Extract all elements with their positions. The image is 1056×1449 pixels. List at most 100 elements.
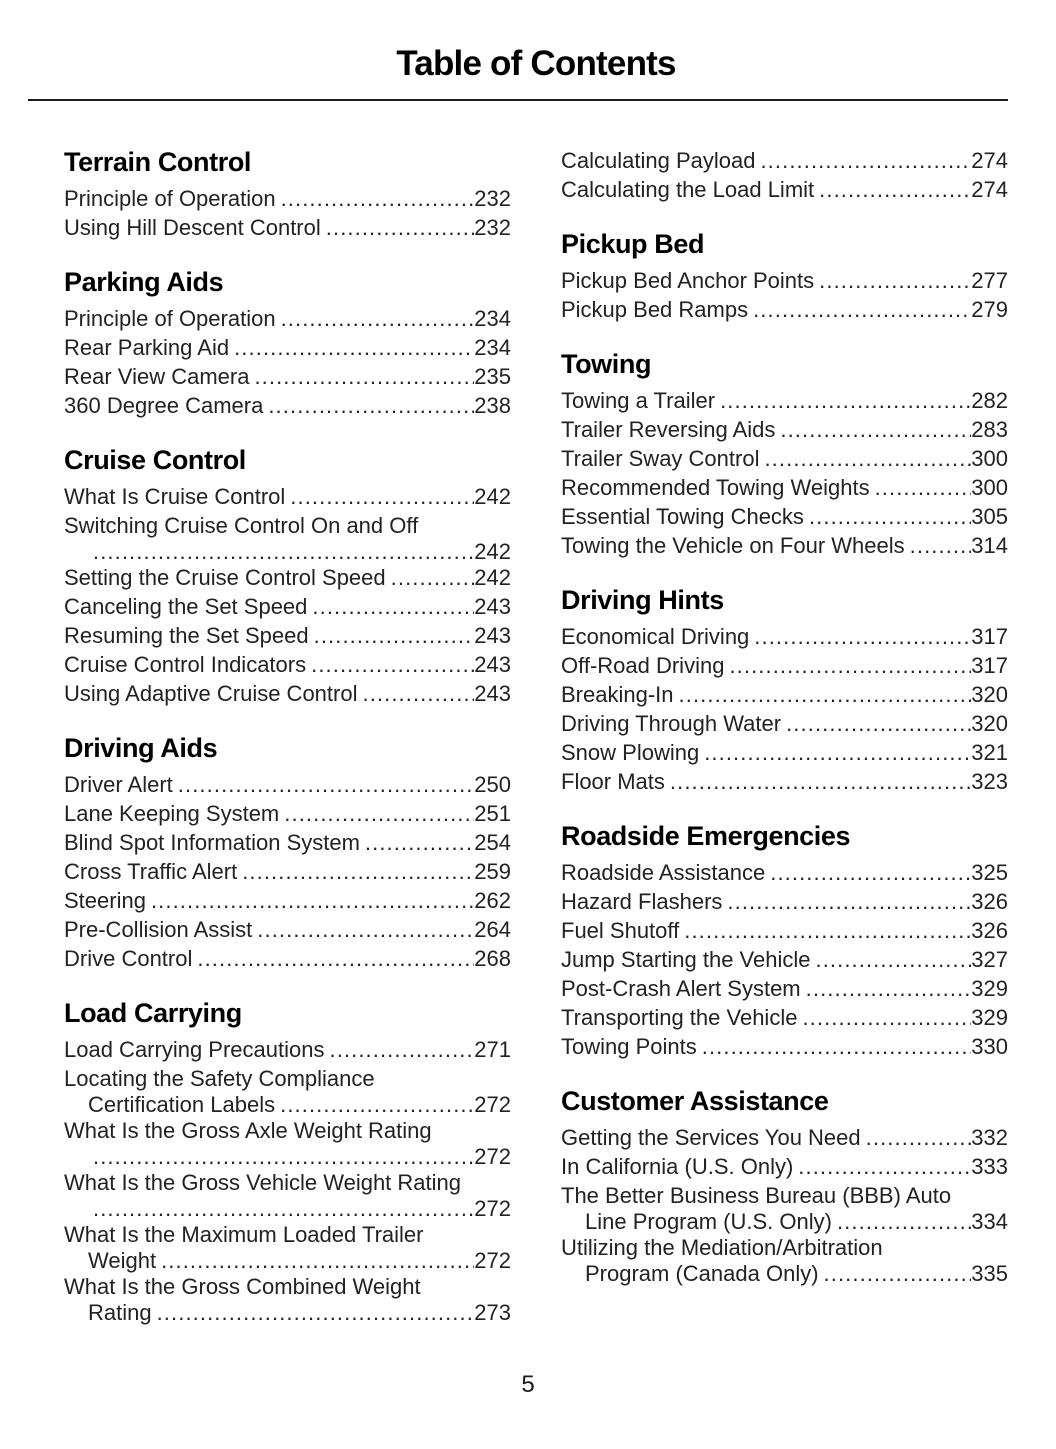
toc-entry-label: Principle of Operation bbox=[64, 306, 276, 331]
toc-entry-page-number: 272 bbox=[474, 1144, 511, 1169]
toc-entry: Rear View Camera 235 bbox=[64, 362, 511, 391]
toc-entry: Pre-Collision Assist 264 bbox=[64, 915, 511, 944]
toc-entry-row: Using Hill Descent Control 232 bbox=[64, 213, 511, 242]
toc-entry-label: Hazard Flashers bbox=[561, 889, 723, 914]
toc-entry-page-number: 332 bbox=[971, 1125, 1008, 1150]
section-title: Customer Assistance bbox=[561, 1086, 829, 1116]
toc-entry-row: Steering 262 bbox=[64, 886, 511, 915]
toc-entry-page-number: 277 bbox=[971, 268, 1008, 293]
dot-leader-decoration bbox=[875, 473, 972, 502]
page-header: Table of Contents bbox=[28, 44, 1008, 101]
toc-entry-page-number: 329 bbox=[971, 976, 1008, 1001]
dot-leader-decoration bbox=[819, 266, 971, 295]
toc-entry: Snow Plowing 321 bbox=[561, 738, 1008, 767]
toc-entry-label: What Is the Gross Vehicle Weight Rating bbox=[64, 1170, 461, 1195]
toc-entry-label: Cruise Control Indicators bbox=[64, 652, 307, 677]
toc-entry-row: Weight 272 bbox=[64, 1249, 511, 1272]
toc-entry-label: Setting the Cruise Control Speed bbox=[64, 565, 386, 590]
toc-entry-row: Rear Parking Aid 234 bbox=[64, 333, 511, 362]
toc-entry-page-number: 300 bbox=[971, 475, 1008, 500]
toc-entry-row: Cruise Control Indicators 243 bbox=[64, 650, 511, 679]
toc-entry-label: 360 Degree Camera bbox=[64, 393, 264, 418]
toc-entry-page-number: 238 bbox=[474, 393, 511, 418]
toc-entry-label: Canceling the Set Speed bbox=[64, 594, 308, 619]
dot-leader-decoration bbox=[729, 651, 971, 680]
toc-entry-row: Roadside Assistance 325 bbox=[561, 858, 1008, 887]
dot-leader-decoration bbox=[704, 738, 971, 767]
toc-entry: Cruise Control Indicators 243 bbox=[64, 650, 511, 679]
toc-entry-label: Program (Canada Only) bbox=[585, 1261, 819, 1286]
toc-entry-label: Floor Mats bbox=[561, 769, 665, 794]
dot-leader-decoration bbox=[362, 679, 474, 708]
toc-entry-page-number: 320 bbox=[971, 682, 1008, 707]
toc-entry-label: What Is the Gross Axle Weight Rating bbox=[64, 1118, 432, 1143]
toc-entry-label: Switching Cruise Control On and Off bbox=[64, 513, 419, 538]
toc-entry-page-number: 271 bbox=[474, 1037, 511, 1062]
toc-entry-row: Rating 273 bbox=[64, 1301, 511, 1324]
toc-entry-row: Rear View Camera 235 bbox=[64, 362, 511, 391]
toc-entry-label: Fuel Shutoff bbox=[561, 918, 680, 943]
toc-entry-page-number: 232 bbox=[474, 215, 511, 240]
toc-entry-page-number: 272 bbox=[474, 1092, 511, 1117]
toc-entry-row: Principle of Operation 232 bbox=[64, 184, 511, 213]
toc-entry: Lane Keeping System 251 bbox=[64, 799, 511, 828]
toc-entry-page-number: 326 bbox=[971, 918, 1008, 943]
toc-entry-page-number: 268 bbox=[474, 946, 511, 971]
dot-leader-decoration bbox=[365, 828, 474, 857]
toc-entry-page-number: 333 bbox=[971, 1154, 1008, 1179]
toc-entry-label: Rear Parking Aid bbox=[64, 335, 230, 360]
dot-leader-decoration bbox=[151, 886, 474, 915]
toc-entry-label: Recommended Towing Weights bbox=[561, 475, 870, 500]
toc-entry-page-number: 314 bbox=[971, 533, 1008, 558]
dot-leader-decoration bbox=[670, 767, 971, 796]
toc-entry-page-number: 234 bbox=[474, 335, 511, 360]
dot-leader-decoration bbox=[910, 531, 972, 560]
toc-entry-row: Pre-Collision Assist 264 bbox=[64, 915, 511, 944]
toc-entry-label: Using Hill Descent Control bbox=[64, 215, 321, 240]
dot-leader-decoration bbox=[242, 857, 474, 886]
toc-entry-label: Driving Through Water bbox=[561, 711, 782, 736]
dot-leader-decoration bbox=[815, 945, 971, 974]
toc-entry-row: 360 Degree Camera 238 bbox=[64, 391, 511, 420]
dot-leader-decoration bbox=[178, 770, 474, 799]
toc-entry-label: Cross Traffic Alert bbox=[64, 859, 238, 884]
toc-entry-row: Load Carrying Precautions 271 bbox=[64, 1035, 511, 1064]
toc-entry-page-number: 325 bbox=[971, 860, 1008, 885]
toc-entry-row: Canceling the Set Speed 243 bbox=[64, 592, 511, 621]
toc-entry: Rear Parking Aid 234 bbox=[64, 333, 511, 362]
toc-entry-row: Drive Control 268 bbox=[64, 944, 511, 973]
dot-leader-decoration bbox=[391, 563, 475, 592]
toc-entry-label: Calculating the Load Limit bbox=[561, 177, 815, 202]
toc-entry: Towing Points 330 bbox=[561, 1032, 1008, 1061]
dot-leader-decoration bbox=[819, 175, 971, 204]
toc-entry-row: In California (U.S. Only) 333 bbox=[561, 1152, 1008, 1181]
toc-entry-row: Setting the Cruise Control Speed 242 bbox=[64, 563, 511, 592]
dot-leader-decoration bbox=[702, 1032, 972, 1061]
toc-entry-label: Jump Starting the Vehicle bbox=[561, 947, 811, 972]
dot-leader-decoration bbox=[197, 944, 474, 973]
toc-entry: Resuming the Set Speed 243 bbox=[64, 621, 511, 650]
toc-entry-row: Calculating the Load Limit 274 bbox=[561, 175, 1008, 204]
dot-leader-decoration bbox=[727, 887, 971, 916]
toc-entry: Calculating the Load Limit 274 bbox=[561, 175, 1008, 204]
toc-entry-page-number: 232 bbox=[474, 186, 511, 211]
toc-entry: Steering 262 bbox=[64, 886, 511, 915]
toc-entry-page-number: 272 bbox=[474, 1196, 511, 1221]
toc-entry-row: Trailer Reversing Aids 283 bbox=[561, 415, 1008, 444]
dot-leader-decoration bbox=[684, 916, 971, 945]
toc-entry-page-number: 300 bbox=[971, 446, 1008, 471]
toc-entry-page-number: 243 bbox=[474, 681, 511, 706]
toc-entry-label: Load Carrying Precautions bbox=[64, 1037, 325, 1062]
section-title: Pickup Bed bbox=[561, 229, 705, 259]
toc-entry-page-number: 242 bbox=[474, 484, 511, 509]
toc-entry: Cross Traffic Alert 259 bbox=[64, 857, 511, 886]
dot-leader-decoration bbox=[290, 482, 474, 511]
toc-entry-label: Trailer Reversing Aids bbox=[561, 417, 776, 442]
toc-entry-row: Using Adaptive Cruise Control 243 bbox=[64, 679, 511, 708]
toc-entry-label: Roadside Assistance bbox=[561, 860, 766, 885]
toc-entry: Blind Spot Information System 254 bbox=[64, 828, 511, 857]
toc-entry-label: Lane Keeping System bbox=[64, 801, 280, 826]
toc-entry-label: Resuming the Set Speed bbox=[64, 623, 309, 648]
toc-entry-page-number: 250 bbox=[474, 772, 511, 797]
